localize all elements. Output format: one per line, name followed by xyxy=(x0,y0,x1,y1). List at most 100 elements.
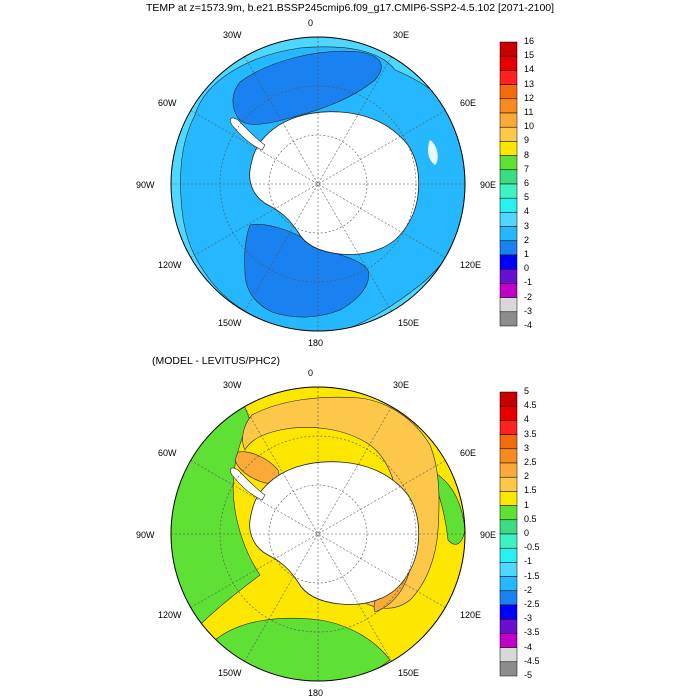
longitude-label: 150E xyxy=(398,668,420,678)
colorbar-swatch xyxy=(499,462,518,478)
colorbar-tick-label: 11 xyxy=(524,107,534,117)
colorbar-tick-label: 2.5 xyxy=(524,457,537,467)
longitude-label: 150E xyxy=(398,318,420,328)
colorbar-tick-label: 3 xyxy=(524,442,530,453)
colorbar-tick-label: 13 xyxy=(524,78,535,89)
colorbar-swatch xyxy=(499,590,518,606)
longitude-label: 120E xyxy=(460,610,482,620)
longitude-label: 120E xyxy=(460,260,482,270)
longitude-label: 180 xyxy=(308,338,324,348)
top-map-graticule xyxy=(171,37,465,331)
colorbar-tick-label: 10 xyxy=(524,121,535,132)
top-map-deep-weddell xyxy=(232,51,382,125)
colorbar-swatch xyxy=(499,197,518,213)
longitude-label: 30W xyxy=(223,380,242,390)
colorbar-swatch xyxy=(499,405,518,421)
colorbar-tick-label: -4.5 xyxy=(524,655,540,666)
colorbar-tick-label: 4.5 xyxy=(524,400,537,411)
colorbar-tick-label: 4 xyxy=(524,414,530,425)
colorbar-tick-label: 1 xyxy=(524,499,530,510)
colorbar-swatch xyxy=(499,505,518,521)
colorbar-swatch xyxy=(499,268,518,284)
bottom-map-border xyxy=(170,386,466,682)
colorbar-tick-label: -4 xyxy=(524,320,533,330)
colorbar-swatch xyxy=(499,98,518,114)
longitude-label: 90W xyxy=(136,530,155,540)
colorbar-swatch xyxy=(499,283,518,298)
longitude-label: 30E xyxy=(393,380,410,390)
colorbar-tick-label: 0.5 xyxy=(524,513,537,524)
colorbar-tick-label: -0.5 xyxy=(524,542,540,553)
colorbar-swatch xyxy=(499,519,518,535)
longitude-label: 60W xyxy=(158,98,177,108)
colorbar-tick-label: -3 xyxy=(524,305,533,316)
colorbar-swatch xyxy=(499,391,518,407)
longitude-label: 90E xyxy=(480,530,497,540)
colorbar-swatch xyxy=(499,618,518,634)
colorbar-tick-label: 8 xyxy=(524,149,530,160)
colorbar-tick-label: -3 xyxy=(524,613,533,624)
colorbar-tick-label: 2 xyxy=(524,471,530,482)
bottom-map-title: (MODEL - LEVITUS/PHC2) xyxy=(152,355,280,367)
colorbar-tick-label: 0 xyxy=(524,528,530,538)
colorbar-tick-label: -1.5 xyxy=(524,570,540,581)
colorbar-tick-label: -1 xyxy=(524,277,533,288)
colorbar-tick-label: -2.5 xyxy=(524,599,540,609)
colorbar-tick-label: 1 xyxy=(524,249,530,259)
colorbar-tick-label: 12 xyxy=(524,92,535,103)
colorbar-swatch xyxy=(499,311,518,327)
top-map-antarctica xyxy=(249,111,420,255)
colorbar-tick-label: 16 xyxy=(524,36,535,46)
colorbar-swatch xyxy=(499,633,518,648)
colorbar-swatch xyxy=(499,70,518,85)
longitude-label: 0 xyxy=(308,368,314,378)
colorbar-tick-label: 4 xyxy=(524,206,530,217)
colorbar-tick-label: 15 xyxy=(524,50,535,61)
longitude-label: 60E xyxy=(460,448,477,458)
colorbar-swatch xyxy=(499,434,518,450)
colorbar-tick-label: -4 xyxy=(524,641,533,652)
colorbar-tick-label: 3.5 xyxy=(524,428,537,439)
colorbar-swatch xyxy=(499,84,518,100)
longitude-label: 90E xyxy=(480,180,497,190)
colorbar-swatch xyxy=(499,169,518,185)
longitude-label: 150W xyxy=(218,668,242,678)
colorbar-tick-label: 7 xyxy=(524,163,530,174)
colorbar-swatch xyxy=(499,126,518,142)
longitude-label: 30W xyxy=(223,30,242,40)
bottom-map-graticule xyxy=(171,387,465,681)
colorbar-tick-label: -2 xyxy=(524,291,533,302)
colorbar-tick-label: -2 xyxy=(524,584,533,595)
top-map-border xyxy=(170,36,466,332)
colorbar-swatch xyxy=(499,141,518,156)
top-colorbar xyxy=(499,41,518,327)
bottom-colorbar xyxy=(499,391,518,677)
longitude-label: 30E xyxy=(393,30,410,40)
longitude-label: 120W xyxy=(158,260,182,270)
colorbar-swatch xyxy=(499,183,518,199)
colorbar-swatch xyxy=(499,212,518,227)
longitude-label: 120W xyxy=(158,610,182,620)
bottom-map-antarctica xyxy=(249,461,420,605)
colorbar-swatch xyxy=(499,254,518,270)
colorbar-tick-label: -5 xyxy=(524,670,533,680)
colorbar-tick-label: 6 xyxy=(524,178,530,188)
colorbar-tick-label: 3 xyxy=(524,220,530,231)
colorbar-swatch xyxy=(499,562,518,577)
longitude-label: 0 xyxy=(308,18,314,28)
colorbar-tick-label: -1 xyxy=(524,556,533,567)
longitude-label: 150W xyxy=(218,318,242,328)
bottom-polar-map xyxy=(171,387,465,681)
top-polar-map xyxy=(171,37,465,331)
colorbar-tick-label: 5 xyxy=(524,192,530,203)
colorbar-swatch xyxy=(499,661,518,677)
colorbar-swatch xyxy=(499,647,518,663)
colorbar-swatch xyxy=(499,533,518,549)
colorbar-swatch xyxy=(499,297,518,313)
colorbar-swatch xyxy=(499,240,518,256)
longitude-label: 60W xyxy=(158,448,177,458)
longitude-label: 60E xyxy=(460,98,477,108)
colorbar-swatch xyxy=(499,420,518,435)
colorbar-swatch xyxy=(499,155,518,171)
